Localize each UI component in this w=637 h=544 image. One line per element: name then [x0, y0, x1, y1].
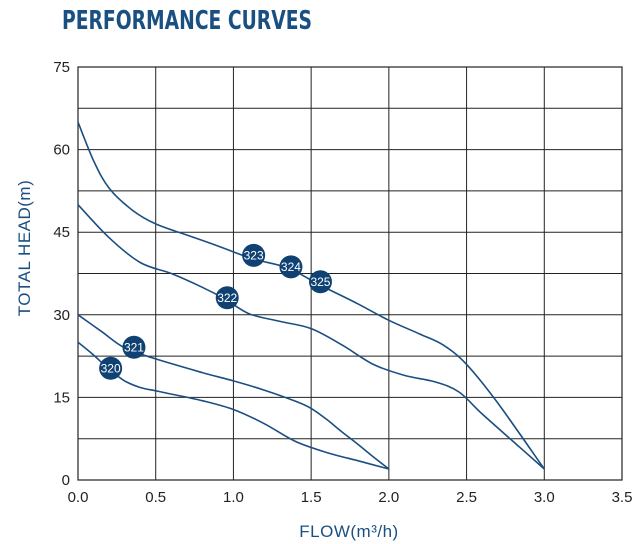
badge-322 [215, 286, 239, 310]
y-axis-label: TOTAL HEAD(m) [15, 180, 34, 317]
grid [77, 66, 623, 481]
x-tick-label: 0.5 [145, 489, 166, 506]
badge-321 [122, 335, 146, 359]
x-axis-label: FLOW(m³/h) [299, 522, 398, 541]
badge-320 [99, 356, 123, 380]
badge-label-320: 320 [101, 361, 121, 375]
chart-title: PERFORMANCE CURVES [62, 6, 312, 36]
x-tick-label: 3.0 [534, 489, 555, 506]
badge-label-322: 322 [217, 291, 237, 305]
x-tick-label: 1.0 [223, 489, 244, 506]
badge-label-324: 324 [281, 260, 301, 274]
badge-label-325: 325 [310, 275, 330, 289]
x-tick-label: 1.5 [301, 489, 322, 506]
y-tick-label: 15 [53, 389, 70, 406]
x-tick-label: 3.5 [612, 489, 633, 506]
badge-323 [242, 243, 266, 267]
x-tick-label: 2.5 [456, 489, 477, 506]
y-tick-label: 30 [53, 307, 70, 324]
badge-label-323: 323 [244, 249, 264, 263]
plot-frame [77, 66, 623, 481]
y-tick-label: 45 [53, 224, 70, 241]
y-tick-label: 60 [53, 142, 70, 159]
tick-labels: 0 15 30 45 60 75 0.0 0.5 1.0 1.5 2.0 2.5 3.0 3.5 [53, 59, 632, 506]
y-tick-label: 75 [53, 59, 70, 76]
badge-325 [308, 270, 332, 294]
badge-324 [279, 255, 303, 279]
x-tick-label: 0.0 [68, 489, 89, 506]
badge-label-321: 321 [124, 340, 144, 354]
x-tick-label: 2.0 [378, 489, 399, 506]
y-tick-label: 0 [62, 472, 70, 489]
curve-322 [77, 204, 545, 470]
